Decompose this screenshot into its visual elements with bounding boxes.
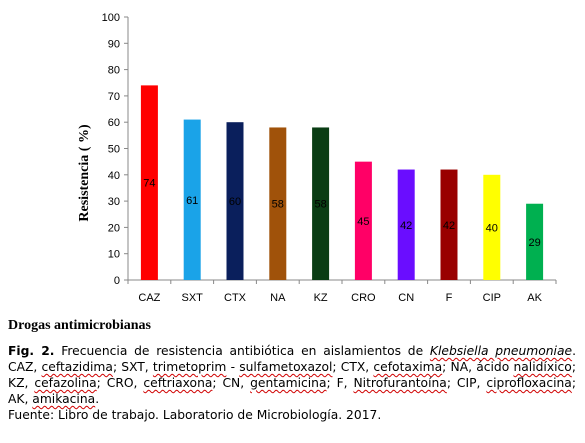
bar-sxt	[183, 119, 201, 280]
y-tick-label: 10	[108, 249, 120, 261]
abbr-word: cefotaxima	[373, 360, 443, 374]
abbr-text: ; F,	[326, 376, 354, 390]
bar-na	[269, 127, 287, 281]
x-tick-label: CTX	[224, 292, 247, 304]
data-label: 42	[400, 220, 412, 232]
y-tick-label: 90	[108, 38, 120, 50]
x-tick-label: CAZ	[138, 292, 160, 304]
bar-ctx	[226, 122, 244, 280]
y-tick-label: 80	[108, 65, 120, 77]
organism-name: Klebsiella pneumoniae	[429, 344, 573, 358]
y-tick-label: 30	[108, 196, 120, 208]
data-label: 45	[357, 216, 369, 228]
y-tick-label: 20	[108, 222, 120, 234]
x-tick-label: AK	[527, 292, 542, 304]
y-tick-label: 40	[108, 170, 120, 182]
data-label: 58	[314, 199, 326, 211]
y-tick-label: 60	[108, 117, 120, 129]
x-tick-label: F	[446, 292, 453, 304]
abbr-text: CAZ,	[8, 360, 42, 374]
x-tick-label: KZ	[314, 292, 328, 304]
abbr-word: gentamicina	[250, 376, 327, 390]
bar-cro	[354, 161, 372, 280]
abbr-word: ceftriaxona	[143, 376, 213, 390]
caption-source: Fuente: Libro de trabajo. Laboratorio de…	[8, 408, 382, 422]
data-label: 42	[443, 220, 455, 232]
abbr-text: ; SXT,	[112, 360, 153, 374]
data-label: 40	[486, 222, 498, 234]
x-tick-label: CN	[398, 292, 414, 304]
data-label: 60	[229, 196, 241, 208]
fig-prefix: Fig. 2.	[8, 344, 55, 358]
data-label: 61	[186, 195, 198, 207]
y-tick-label: 50	[108, 144, 120, 156]
abbr-word: amikacina	[32, 392, 96, 406]
abbr-text: -	[226, 360, 240, 374]
abbr-word: cefazolina	[34, 376, 97, 390]
bar-cip	[483, 174, 501, 280]
bar-f	[440, 169, 458, 280]
x-tick-label: SXT	[181, 292, 203, 304]
abbr-text: ; CTX,	[332, 360, 374, 374]
abbr-text: ; CIP,	[446, 376, 487, 390]
data-label: 29	[528, 237, 540, 249]
y-tick-label: 70	[108, 91, 120, 103]
x-axis-label: Drogas antimicrobianas	[8, 318, 151, 333]
bar-chart: 0 10 20 30 40 50 60 70 80 90 100 CAZ 74 SXT 61 CTX 60 NA 5…	[77, 12, 557, 304]
abbr-word: trimetoprim	[152, 360, 227, 374]
abbr-word: ceftazidima	[41, 360, 113, 374]
y-tick-label: 100	[102, 12, 120, 24]
fig-end: .	[572, 344, 576, 358]
bar-cn	[397, 169, 415, 280]
x-tick-label: NA	[270, 292, 286, 304]
abbr-word: ciprofloxacina	[486, 376, 572, 390]
caption-abbreviations: CAZ, ceftazidima; SXT, trimetoprim - sul…	[8, 359, 576, 407]
bar-kz	[312, 127, 330, 281]
abbr-text: ; NA, ácido	[442, 360, 514, 374]
caption-title: Fig. 2. Frecuencia de resistencia antibi…	[8, 343, 576, 359]
abbr-text: ; AK,	[8, 376, 577, 406]
fig-text: Frecuencia de resistencia antibiótica en…	[54, 344, 430, 358]
chart-bars	[140, 85, 544, 281]
x-tick-label: CIP	[483, 292, 501, 304]
y-tick-label: 0	[114, 275, 120, 287]
abbr-word: nalidíxico	[513, 360, 572, 374]
bar-ak	[526, 203, 544, 280]
x-tick-label: CRO	[351, 292, 376, 304]
abbr-word: sulfametoxazol	[239, 360, 333, 374]
bar-caz	[140, 85, 158, 280]
chart-labels: 0 10 20 30 40 50 60 70 80 90 100 CAZ 74 SXT 61 CTX 60 NA 5…	[102, 12, 543, 304]
figure-caption: Fig. 2. Frecuencia de resistencia antibi…	[8, 343, 576, 423]
abbr-text: ; KZ,	[8, 360, 576, 390]
y-axis-label: Resistencia ( %)	[77, 124, 92, 222]
data-label: 74	[143, 178, 155, 190]
data-label: 58	[272, 199, 284, 211]
abbr-word: Nitrofurantoína	[353, 376, 447, 390]
abbr-text: .	[95, 392, 100, 406]
abbr-text: ; CN,	[212, 376, 251, 390]
abbr-text: ; CRO,	[96, 376, 144, 390]
